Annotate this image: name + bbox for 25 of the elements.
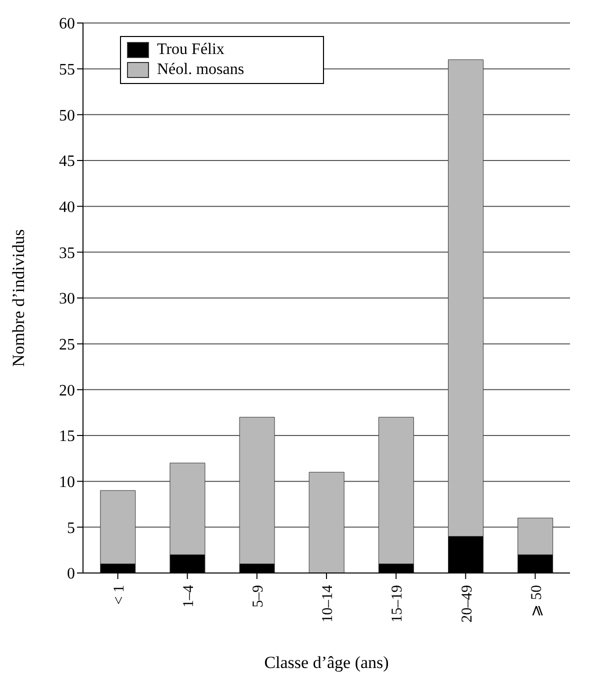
x-tick-label: 20–49 bbox=[459, 585, 476, 622]
y-tick-label: 55 bbox=[59, 62, 75, 79]
y-tick-label: 0 bbox=[67, 566, 75, 583]
y-tick-label: 45 bbox=[59, 153, 75, 170]
legend-label: Trou Félix bbox=[157, 40, 224, 60]
x-tick-label: 5–9 bbox=[250, 585, 267, 608]
y-tick-label: 50 bbox=[59, 107, 75, 124]
y-tick-label: 5 bbox=[67, 520, 75, 537]
x-tick-label: ⩾ 50 bbox=[528, 585, 545, 617]
y-tick-label: 10 bbox=[59, 474, 75, 492]
x-tick-label: < 1 bbox=[111, 585, 128, 605]
y-tick-label: 20 bbox=[59, 382, 75, 400]
x-tick-label: 10–14 bbox=[320, 584, 336, 622]
x-tick-label: 1–4 bbox=[181, 584, 198, 608]
x-tick-label: 15–19 bbox=[390, 585, 406, 622]
y-tick-label: 40 bbox=[59, 199, 75, 216]
y-tick-label: 15 bbox=[59, 428, 75, 446]
y-tick-label: 30 bbox=[59, 290, 75, 308]
y-tick-label: 35 bbox=[59, 244, 75, 262]
bar bbox=[308, 472, 344, 573]
x-axis-title: Classe d’âge (ans) bbox=[264, 653, 389, 672]
legend-label: Néol. mosans bbox=[157, 60, 244, 80]
y-tick-label: 25 bbox=[59, 336, 75, 354]
y-tick-label: 60 bbox=[59, 16, 75, 33]
y-axis-title: Nombre d’individus bbox=[9, 229, 28, 367]
